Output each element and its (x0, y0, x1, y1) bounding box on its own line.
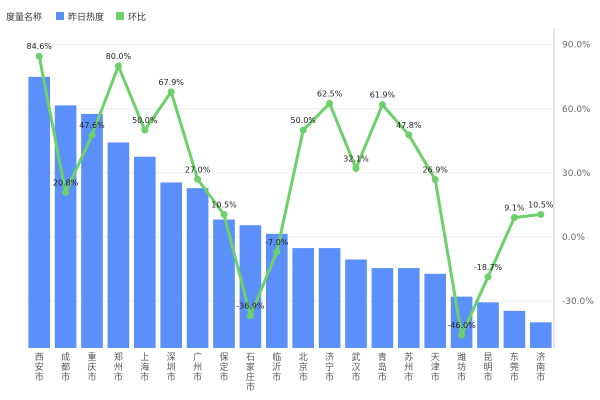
line-data-label: 84.6% (26, 42, 52, 51)
line-data-label: 20.8% (53, 178, 79, 187)
line-data-label: 9.1% (504, 203, 525, 212)
right-tick-label: -30.0% (562, 297, 594, 307)
x-category-label: 深圳市 (167, 352, 176, 383)
x-category-label: 济宁市 (325, 351, 334, 383)
line-point[interactable] (88, 131, 96, 139)
bar[interactable] (397, 268, 420, 348)
bar[interactable] (81, 113, 103, 348)
line-data-label: 62.5% (317, 89, 343, 98)
bar[interactable] (318, 248, 341, 348)
bar[interactable] (133, 156, 156, 348)
line-point[interactable] (114, 62, 122, 70)
x-category-label: 天津市 (431, 353, 440, 383)
line-point[interactable] (484, 273, 492, 281)
line-data-label: 32.1% (343, 154, 369, 163)
line-data-label: 50.0% (290, 116, 316, 125)
x-category-label: 济南市 (536, 351, 545, 383)
line-data-label: 27.0% (185, 165, 211, 174)
line-point[interactable] (405, 131, 413, 139)
line-data-labels: 84.6% 20.8% 47.6% 80.0% 50.0% 67.9% 27.0% 10.5%… (26, 42, 553, 330)
line-point[interactable] (220, 210, 228, 218)
legend-item-line[interactable]: 环比 (116, 10, 146, 23)
x-category-label: 潍坊市 (457, 351, 466, 383)
line-data-label: 26.9% (422, 165, 448, 174)
x-category-label: 临沂市 (272, 351, 281, 383)
bar[interactable] (54, 105, 77, 348)
legend-item-bar[interactable]: 昨日热度 (56, 10, 104, 23)
legend-title: 度量名称 (6, 12, 43, 23)
line-point[interactable] (458, 331, 466, 339)
line-data-label: 47.8% (396, 121, 422, 130)
bar[interactable] (186, 188, 209, 348)
x-category-label: 苏州市 (404, 351, 413, 383)
bar[interactable] (477, 302, 499, 348)
line-point[interactable] (194, 175, 202, 183)
x-category-label: 西安市 (35, 352, 44, 383)
line-data-label: -18.7% (474, 263, 503, 272)
line-data-label: 10.5% (528, 200, 554, 209)
legend-line-swatch (116, 12, 125, 20)
line-data-label: -36.9% (236, 302, 265, 311)
x-category-label: 北京市 (299, 352, 308, 383)
line-point[interactable] (62, 188, 70, 196)
x-category-label: 重庆市 (87, 351, 96, 383)
x-category-label: 成都市 (61, 351, 70, 383)
line-data-label: 10.5% (211, 200, 237, 209)
line-data-label: 61.9% (370, 91, 396, 100)
bar[interactable] (292, 248, 315, 348)
line-point[interactable] (167, 88, 175, 96)
line-point[interactable] (273, 248, 281, 256)
bar[interactable] (503, 310, 526, 348)
line-data-label: 80.0% (106, 52, 132, 61)
bar[interactable] (160, 182, 183, 348)
bar[interactable] (107, 142, 130, 348)
line-point[interactable] (378, 101, 386, 109)
bar[interactable] (213, 219, 235, 348)
x-axis-categories: 西安市 成都市 重庆市 郑州市 上海市 深圳市 广州市 保定市 石家庄市 临沂市 北京市 济宁市 武汉市… (35, 351, 546, 393)
line-series (35, 52, 545, 339)
bar[interactable] (371, 268, 394, 348)
legend: 度量名称 昨日热度 环比 (6, 6, 158, 26)
bar[interactable] (28, 76, 51, 349)
line-point[interactable] (352, 164, 360, 172)
line-point[interactable] (431, 175, 439, 183)
right-axis-ticks: 90.0% 60.0% 30.0% 0.0% -30.0% (562, 41, 594, 307)
line-point[interactable] (246, 312, 254, 320)
x-category-label: 上海市 (140, 352, 149, 383)
line-point[interactable] (299, 126, 307, 134)
bar-series (28, 76, 552, 349)
x-category-label: 昆明市 (483, 352, 492, 383)
right-tick-label: 0.0% (562, 233, 585, 243)
bar[interactable] (424, 273, 447, 348)
line-path (37, 55, 541, 337)
line-point[interactable] (326, 99, 334, 107)
line-point[interactable] (510, 213, 518, 221)
x-category-label: 保定市 (219, 351, 228, 383)
right-tick-label: 60.0% (562, 105, 591, 115)
x-category-label: 郑州市 (114, 351, 123, 383)
x-category-label: 武汉市 (351, 351, 360, 383)
x-category-label: 东莞市 (510, 351, 519, 383)
x-category-label: 广州市 (193, 351, 202, 383)
right-tick-label: 90.0% (562, 41, 591, 51)
line-data-label: 67.9% (158, 78, 184, 87)
x-category-label: 石家庄市 (246, 353, 255, 393)
line-data-label: -46.0% (447, 321, 476, 330)
bar[interactable] (529, 322, 552, 348)
line-data-label: -7.0% (265, 238, 289, 247)
legend-line-label: 环比 (128, 12, 147, 23)
legend-bar-swatch (56, 12, 65, 20)
x-category-label: 青岛市 (378, 351, 387, 383)
right-tick-label: 30.0% (562, 169, 591, 179)
line-point[interactable] (141, 126, 149, 134)
line-data-label: 50.0% (132, 116, 158, 125)
line-point[interactable] (537, 210, 545, 218)
line-data-label: 47.6% (79, 121, 105, 130)
bar[interactable] (239, 225, 262, 348)
bar[interactable] (345, 259, 367, 348)
legend-bar-label: 昨日热度 (68, 12, 105, 23)
line-point[interactable] (35, 52, 43, 60)
